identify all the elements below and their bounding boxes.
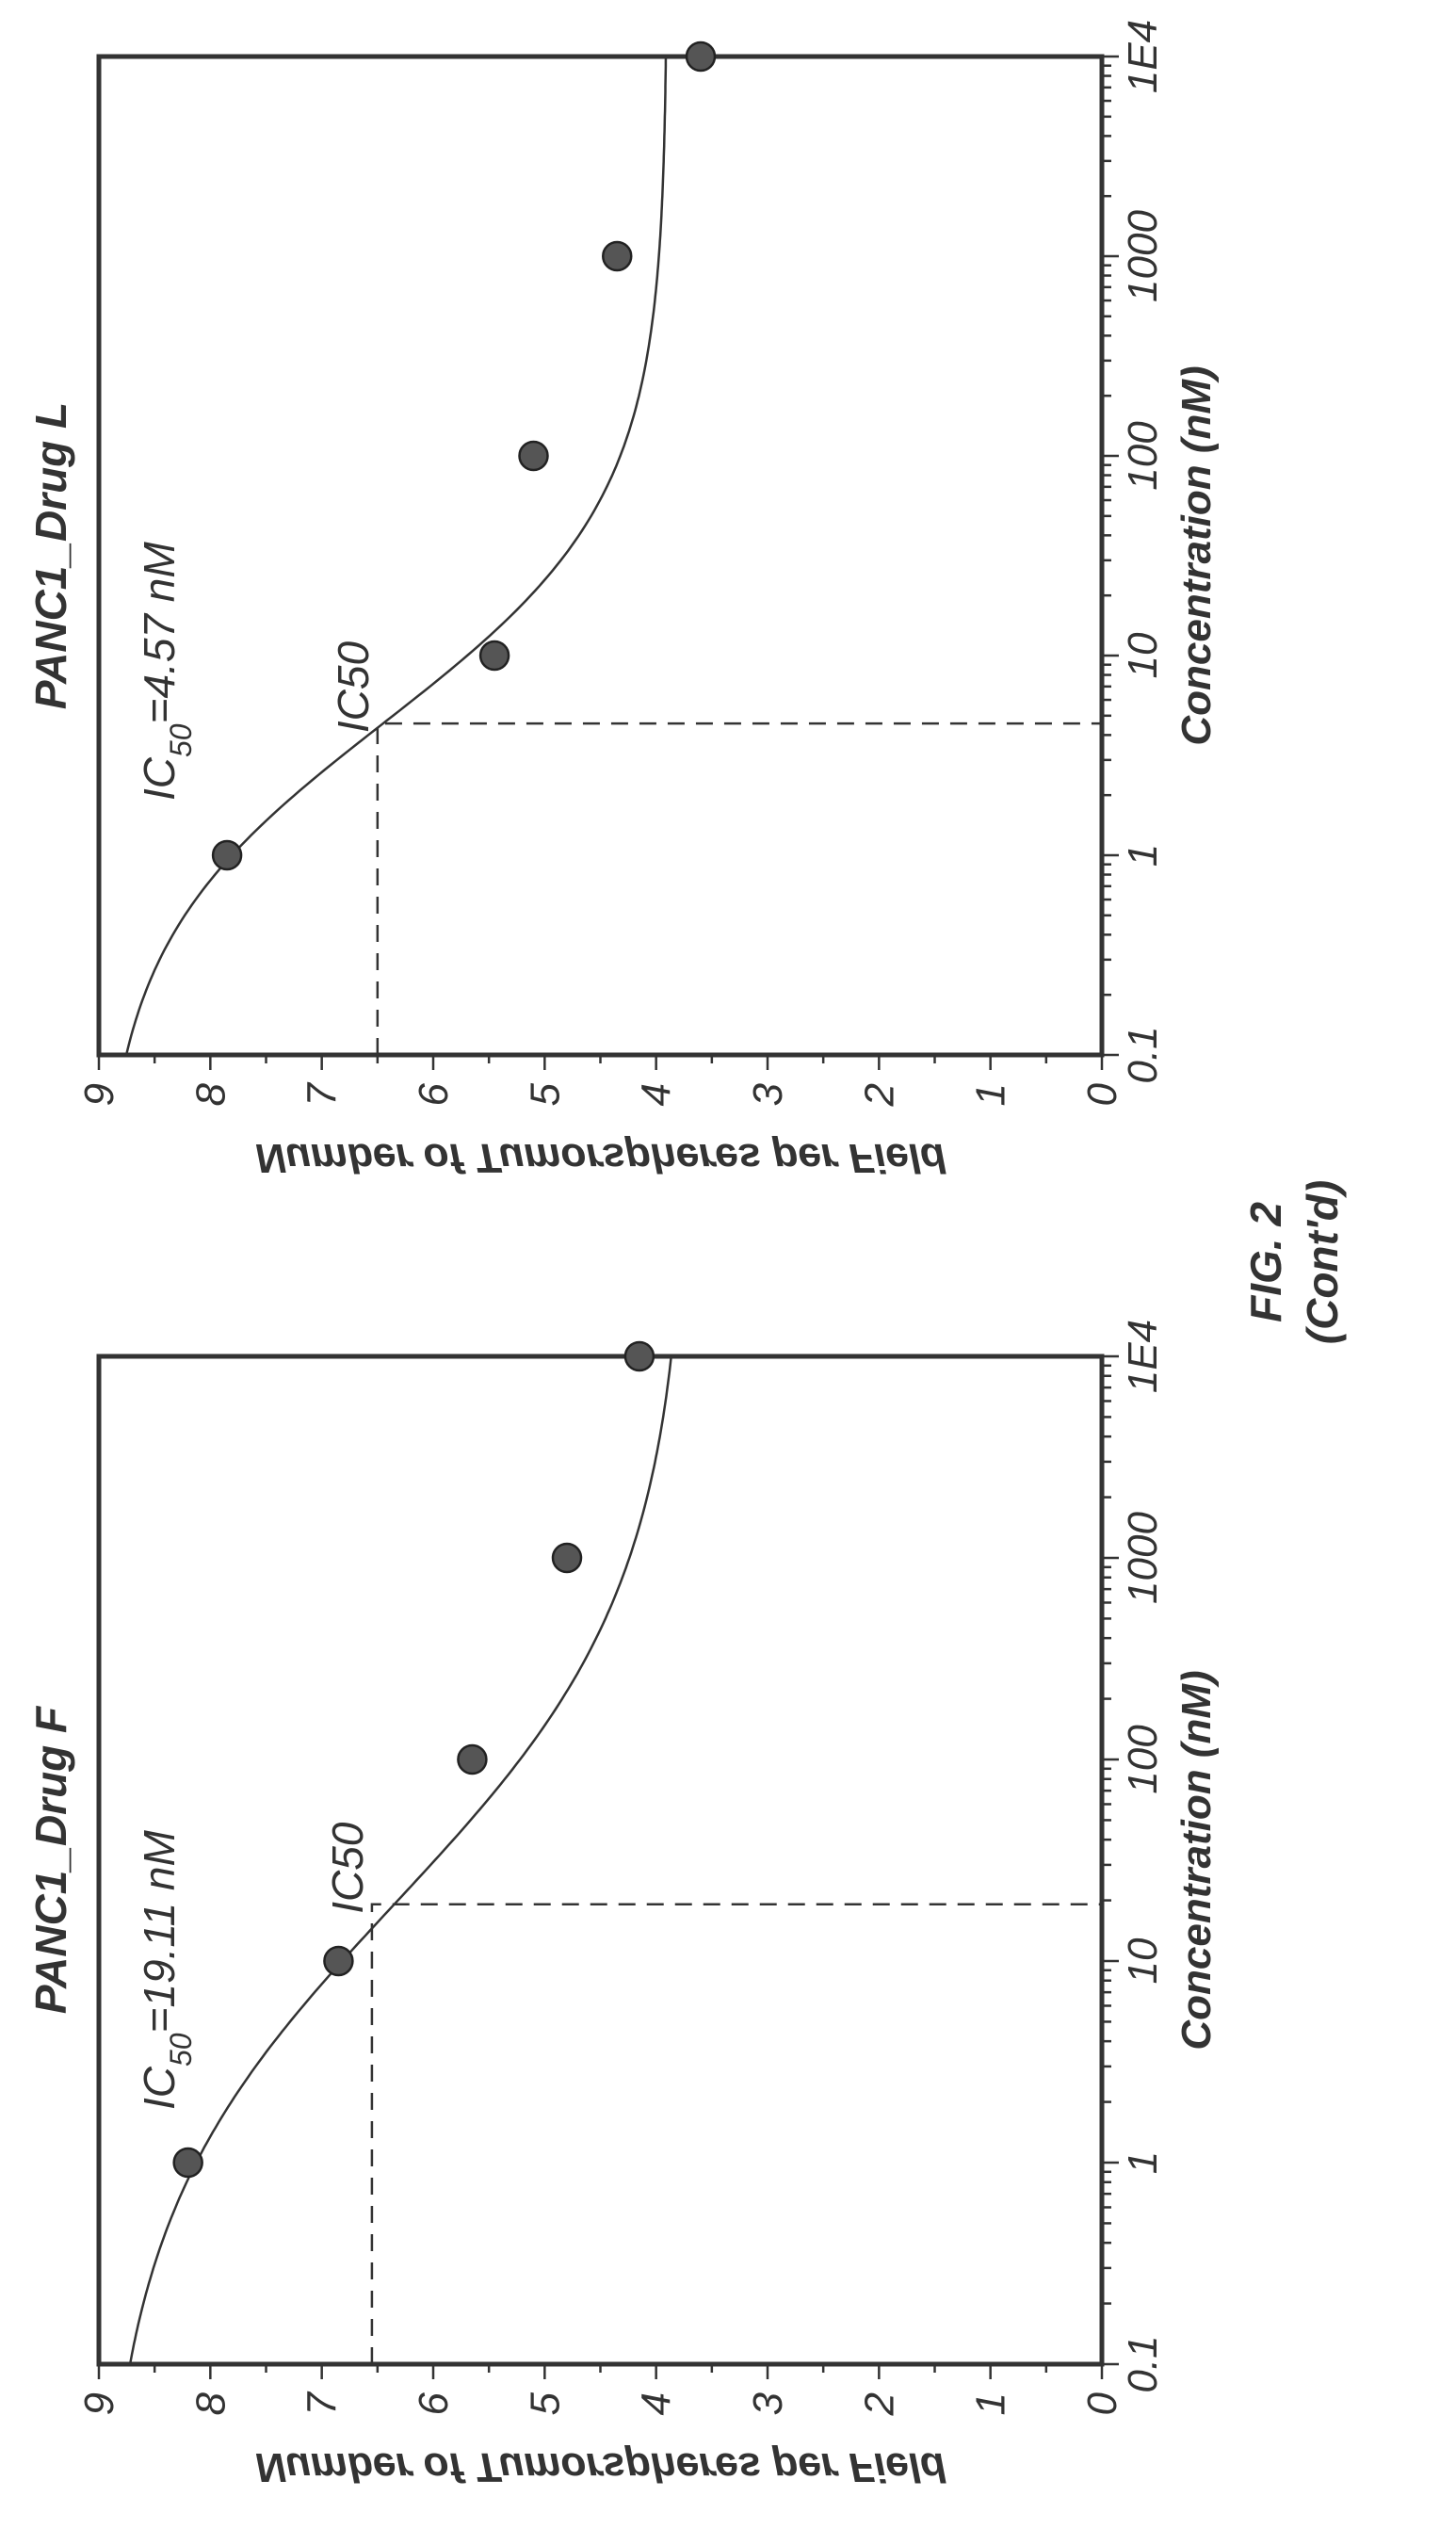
figure-sublabel: (Cont'd) xyxy=(1298,1180,1347,1344)
figure-caption: FIG. 2 (Cont'd) xyxy=(1241,1180,1347,1344)
y-tick-label: 9 xyxy=(76,2392,122,2415)
x-tick-label: 0.1 xyxy=(1120,2335,1166,2392)
chart-drug-f: 0 1 2 3 4 5 6 7 8 9 0.1 1 10 100 1000 1E4 Concentration … xyxy=(26,1320,1220,2490)
ic50-rest: =4.57 nM xyxy=(135,542,184,724)
y-tick-label: 4 xyxy=(634,2392,680,2415)
y-tick-label: 9 xyxy=(76,1083,122,1106)
ic50-marker-label: IC50 xyxy=(323,1822,372,1914)
y-axis-title: Number of Tumorspheres per Field xyxy=(255,1135,946,1181)
ic50-guide xyxy=(370,1903,1102,2364)
ic50-sub: 50 xyxy=(164,723,198,757)
x-tick-label: 0.1 xyxy=(1120,1026,1166,1083)
ic50-value-label: IC50=4.57 nM xyxy=(135,542,198,801)
fit-curve xyxy=(124,56,668,1056)
data-point xyxy=(323,1945,354,1977)
chart-title: PANC1_Drug L xyxy=(26,402,75,709)
ic50-main: IC xyxy=(135,2066,184,2110)
y-tick-label: 6 xyxy=(411,1082,457,1106)
data-point xyxy=(551,1542,583,1574)
ic50-value-label: IC50=19.11 nM xyxy=(135,1829,198,2110)
y-tick-label: 8 xyxy=(187,1082,234,1106)
data-point xyxy=(685,41,717,73)
y-tick-label: 1 xyxy=(968,1083,1014,1106)
ic50-sub: 50 xyxy=(164,2033,198,2067)
data-point xyxy=(478,640,510,672)
ic50-guide xyxy=(376,721,1102,1055)
y-tick-label: 2 xyxy=(856,2392,902,2416)
y-tick-label: 8 xyxy=(187,2391,234,2415)
y-tick-label: 3 xyxy=(745,1082,791,1106)
y-tick-label: 7 xyxy=(299,1081,346,1106)
fit-curve xyxy=(128,1355,672,2365)
y-tick-label: 7 xyxy=(299,2391,346,2415)
x-tick-label: 10 xyxy=(1120,632,1166,678)
x-tick-label: 10 xyxy=(1120,1937,1166,1984)
y-tick-label: 1 xyxy=(968,2392,1014,2415)
y-tick-label: 2 xyxy=(856,1083,902,1107)
y-tick-label: 5 xyxy=(522,1082,568,1106)
data-point xyxy=(457,1743,488,1775)
x-tick-label: 1 xyxy=(1120,844,1166,867)
chart-drug-l: 0 1 2 3 4 5 6 7 8 9 0.1 1 10 100 1000 1E4 Concentration … xyxy=(26,20,1220,1181)
data-point xyxy=(518,440,549,472)
x-tick-label: 1000 xyxy=(1120,1512,1166,1604)
plot-frame xyxy=(96,54,1105,1058)
figure-label: FIG. 2 xyxy=(1241,1202,1290,1322)
chart-title: PANC1_Drug F xyxy=(26,1705,75,2014)
x-tick-label: 1 xyxy=(1120,2151,1166,2174)
ic50-marker-label: IC50 xyxy=(329,641,378,734)
y-tick-label: 0 xyxy=(1079,1082,1125,1106)
data-point xyxy=(211,839,243,871)
x-tick-label: 100 xyxy=(1120,421,1166,491)
y-tick-label: 5 xyxy=(522,2391,568,2415)
x-tick-label: 1E4 xyxy=(1120,20,1166,93)
y-tick-label: 3 xyxy=(745,2391,791,2415)
x-tick-label: 1000 xyxy=(1120,210,1166,302)
y-axis-title: Number of Tumorspheres per Field xyxy=(255,2444,946,2490)
data-point xyxy=(602,240,633,272)
x-axis-title: Concentration (nM) xyxy=(1173,365,1220,745)
y-tick-label: 0 xyxy=(1079,2391,1125,2415)
y-tick-label: 4 xyxy=(634,1083,680,1106)
x-tick-label: 100 xyxy=(1120,1725,1166,1794)
ic50-rest: =19.11 nM xyxy=(135,1829,184,2033)
y-tick-label: 6 xyxy=(411,2391,457,2415)
data-point xyxy=(623,1340,655,1372)
x-tick-label: 1E4 xyxy=(1120,1320,1166,1393)
ic50-main: IC xyxy=(135,756,184,801)
x-axis-title: Concentration (nM) xyxy=(1173,1670,1220,2050)
data-point xyxy=(172,2147,203,2179)
plot-frame xyxy=(96,1354,1105,2367)
